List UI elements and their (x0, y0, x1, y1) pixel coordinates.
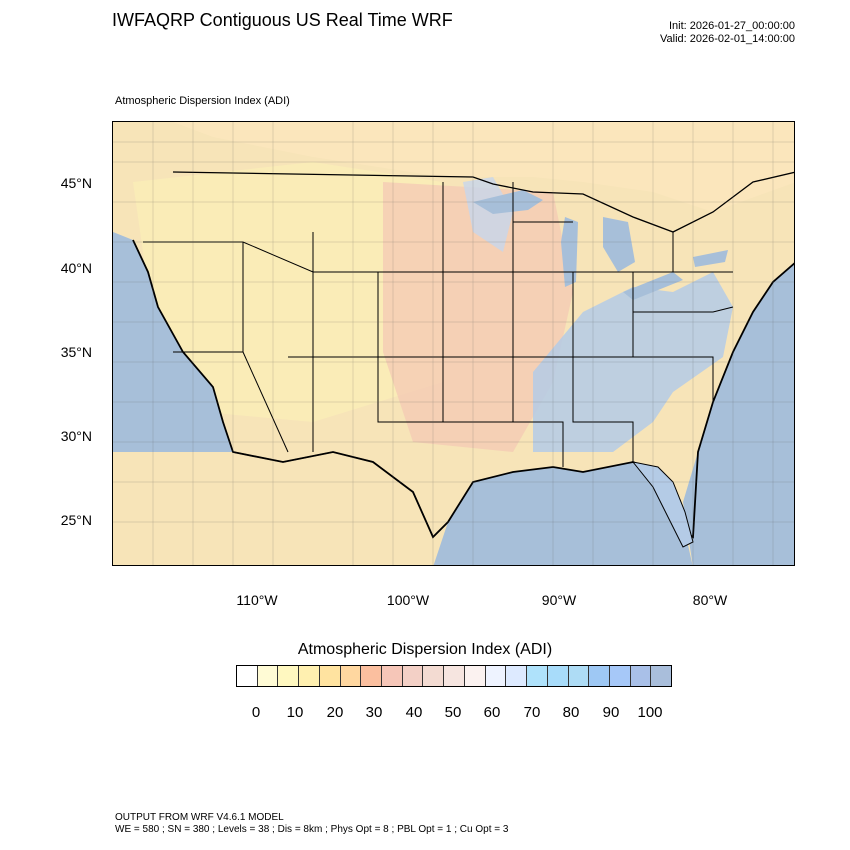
footer-config-line: WE = 580 ; SN = 380 ; Levels = 38 ; Dis … (115, 824, 509, 835)
colorbar-cell (464, 666, 486, 686)
colorbar-cell (299, 666, 320, 686)
colorbar-cell (340, 666, 362, 686)
atlantic-ocean (683, 263, 794, 565)
colorbar-tick: 60 (483, 704, 501, 721)
colorbar-cell (361, 666, 383, 686)
lake-michigan (561, 217, 578, 287)
colorbar-cell (237, 666, 258, 686)
lat-label-25n: 25°N (60, 512, 92, 528)
colorbar-tick: 20 (326, 704, 344, 721)
lon-label-110w: 110°W (236, 592, 278, 608)
colorbar-cell (444, 666, 465, 686)
page-title: IWFAQRP Contiguous US Real Time WRF (112, 10, 453, 30)
map-panel (112, 121, 795, 566)
footer-model-line: OUTPUT FROM WRF V4.6.1 MODEL (115, 812, 284, 823)
colorbar-cell (547, 666, 569, 686)
field-label: Atmospheric Dispersion Index (ADI) (115, 95, 290, 107)
pacific-ocean (113, 232, 233, 452)
colorbar-tick: 0 (251, 704, 261, 721)
lat-label-40n: 40°N (60, 260, 92, 276)
colorbar-cell (630, 666, 652, 686)
colorbar-cell (527, 666, 548, 686)
lon-label-80w: 80°W (692, 592, 728, 608)
gulf-of-mexico (433, 462, 693, 565)
colorbar-tick: 10 (286, 704, 304, 721)
init-time: Init: 2026-01-27_00:00:00 (669, 20, 795, 32)
lat-label-35n: 35°N (60, 344, 92, 360)
lat-label-30n: 30°N (60, 428, 92, 444)
colorbar-cell (257, 666, 279, 686)
colorbar-tick: 80 (562, 704, 580, 721)
colorbar-cell (485, 666, 507, 686)
lake-huron (603, 217, 635, 272)
colorbar-tick: 30 (365, 704, 383, 721)
colorbar-cell (506, 666, 528, 686)
colorbar-cell (319, 666, 341, 686)
lon-label-90w: 90°W (541, 592, 577, 608)
colorbar-cell (278, 666, 300, 686)
canada-region (113, 122, 794, 212)
colorbar-cell (589, 666, 610, 686)
colorbar-tick: 70 (523, 704, 541, 721)
colorbar (236, 665, 672, 687)
colorbar-cell (382, 666, 403, 686)
lat-label-45n: 45°N (60, 175, 92, 191)
colorbar-cell (423, 666, 445, 686)
colorbar-tick: 40 (405, 704, 423, 721)
county-grid (113, 122, 794, 565)
lake-ontario (693, 250, 728, 267)
coastline (132, 239, 794, 539)
colorbar-cell (568, 666, 590, 686)
colorbar-tick: 90 (602, 704, 620, 721)
colorbar-cell (609, 666, 631, 686)
colorbar-cell (402, 666, 424, 686)
plains-region (383, 182, 573, 452)
lon-label-100w: 100°W (386, 592, 430, 608)
colorbar-tick: 100 (637, 704, 663, 721)
valid-time: Valid: 2026-02-01_14:00:00 (660, 33, 795, 45)
map-canvas (113, 122, 794, 565)
colorbar-title: Atmospheric Dispersion Index (ADI) (297, 641, 553, 658)
colorbar-cell (651, 666, 672, 686)
colorbar-tick: 50 (444, 704, 462, 721)
